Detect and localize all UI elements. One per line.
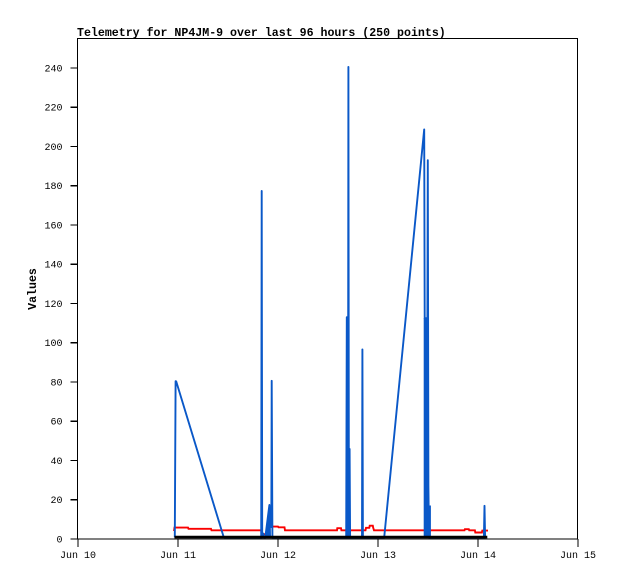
svg-text:Jun 13: Jun 13 [360,551,396,562]
svg-text:Jun 15: Jun 15 [560,551,596,562]
svg-text:80: 80 [50,379,62,390]
svg-text:220: 220 [44,104,62,115]
svg-text:0: 0 [56,536,62,547]
svg-text:Telemetry for NP4JM-9 over las: Telemetry for NP4JM-9 over last 96 hours… [77,27,446,40]
svg-text:100: 100 [44,339,62,350]
svg-text:240: 240 [44,65,62,76]
svg-text:160: 160 [44,222,62,233]
svg-text:Jun 11: Jun 11 [160,551,196,562]
svg-text:140: 140 [44,261,62,272]
svg-text:40: 40 [50,457,62,468]
svg-text:60: 60 [50,418,62,429]
svg-text:Values: Values [27,268,40,310]
svg-text:Jun 14: Jun 14 [460,551,496,562]
svg-text:Jun 12: Jun 12 [260,551,296,562]
svg-text:200: 200 [44,143,62,154]
svg-text:Jun 10: Jun 10 [60,551,96,562]
svg-text:180: 180 [44,182,62,193]
svg-text:120: 120 [44,300,62,311]
svg-text:20: 20 [50,496,62,507]
